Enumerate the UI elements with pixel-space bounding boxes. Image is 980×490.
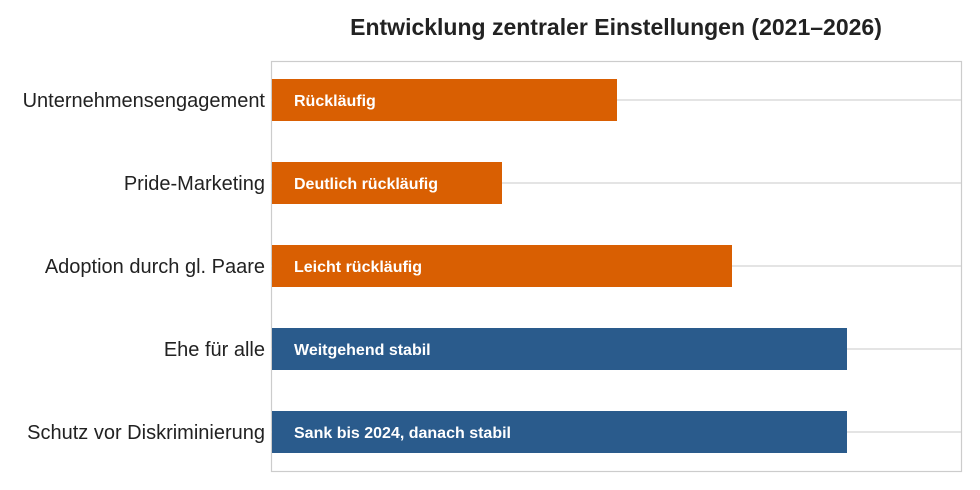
category-label: Schutz vor Diskriminierung — [27, 422, 265, 444]
bar — [272, 328, 847, 370]
bar-label: Weitgehend stabil — [294, 342, 431, 359]
bar — [272, 411, 847, 453]
bar-label: Deutlich rückläufig — [294, 176, 438, 193]
bar — [272, 162, 502, 204]
bar-label: Leicht rückläufig — [294, 259, 422, 276]
bar — [272, 79, 617, 121]
bar-label: Rückläufig — [294, 93, 376, 110]
category-label: Adoption durch gl. Paare — [45, 256, 265, 278]
category-label: Pride-Marketing — [124, 173, 265, 195]
category-label: Ehe für alle — [164, 339, 265, 361]
bar — [272, 245, 732, 287]
category-label: Unternehmensengagement — [23, 90, 266, 112]
bar-label: Sank bis 2024, danach stabil — [294, 425, 511, 442]
chart-title: Entwicklung zentraler Einstellungen (202… — [350, 14, 882, 40]
